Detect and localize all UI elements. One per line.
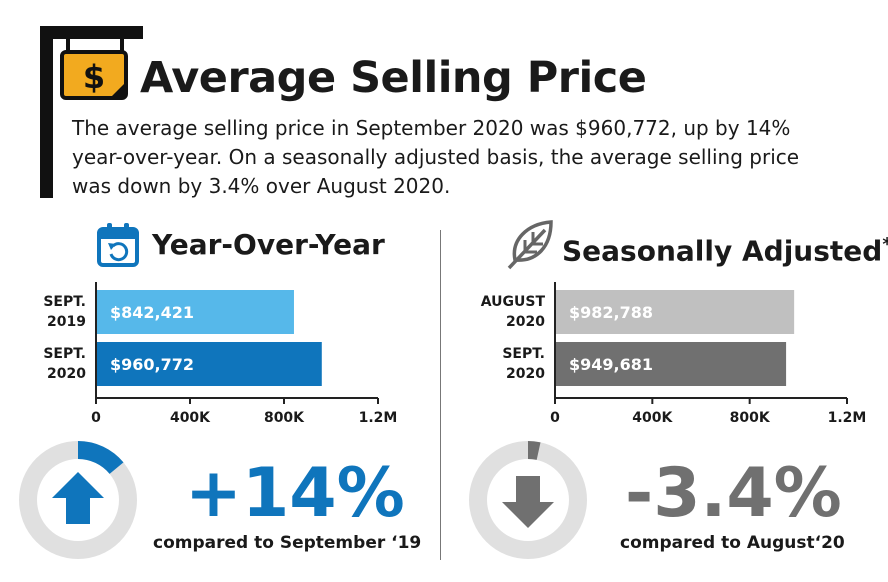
bar-value-label: $949,681	[569, 355, 653, 374]
sa-change-value: -3.4%	[625, 454, 842, 533]
category-label: SEPT.	[502, 346, 545, 362]
donut-segment	[527, 441, 541, 460]
sa-asterisk: *	[882, 234, 888, 255]
yoy-bar-chart: 0 400K 800K 1.2M $842,421 SEPT. 2019 $960,772 SE…	[43, 282, 398, 426]
page-title: Average Selling Price	[140, 53, 647, 103]
sa-bar-chart: 0 400K 800K 1.2M $982,788 AUGUST 2020 $949,681 S…	[481, 282, 867, 426]
category-label: 2020	[506, 314, 545, 330]
x-tick-label: 800K	[730, 410, 771, 426]
category-label: 2019	[47, 314, 86, 330]
sign-post	[40, 26, 53, 198]
yoy-compared-text: compared to September ‘19	[153, 533, 422, 553]
bar	[556, 342, 787, 386]
x-tick-label: 400K	[632, 410, 673, 426]
bar-value-label: $842,421	[110, 303, 194, 322]
leaf-icon	[507, 220, 553, 270]
x-tick-label: 0	[550, 410, 560, 426]
x-tick-label: 1.2M	[359, 410, 398, 426]
bar	[97, 342, 322, 386]
sa-title: Seasonally Adjusted*	[562, 227, 888, 269]
yoy-change-value: +14%	[185, 454, 405, 533]
sign-hook	[66, 39, 70, 52]
donut-segment	[77, 441, 124, 475]
x-tick-label: 1.2M	[828, 410, 867, 426]
bar	[556, 290, 795, 334]
category-label: 2020	[506, 366, 545, 382]
page-description: The average selling price in September 2…	[72, 116, 800, 198]
x-tick-label: 800K	[264, 410, 305, 426]
sign-hook	[120, 39, 124, 52]
category-label: SEPT.	[43, 346, 86, 362]
category-label: SEPT.	[43, 294, 86, 310]
svg-text:$: $	[83, 58, 105, 96]
arrow-down-icon	[502, 476, 554, 528]
sa-compared-text: compared to August‘20	[620, 533, 845, 553]
x-tick-label: 0	[91, 410, 101, 426]
sign-arm	[40, 26, 143, 39]
calendar-icon	[97, 223, 139, 267]
bar	[97, 290, 294, 334]
dollar-sign-icon: $	[60, 50, 128, 100]
category-label: AUGUST	[481, 294, 546, 310]
x-tick-label: 400K	[170, 410, 211, 426]
yoy-donut	[19, 441, 137, 559]
yoy-title: Year-Over-Year	[152, 228, 385, 261]
sa-donut	[469, 441, 587, 559]
bar-value-label: $960,772	[110, 355, 194, 374]
bar-value-label: $982,788	[569, 303, 653, 322]
category-label: 2020	[47, 366, 86, 382]
arrow-up-icon	[52, 472, 104, 524]
section-divider	[440, 230, 441, 560]
sa-title-text: Seasonally Adjusted	[562, 234, 883, 268]
